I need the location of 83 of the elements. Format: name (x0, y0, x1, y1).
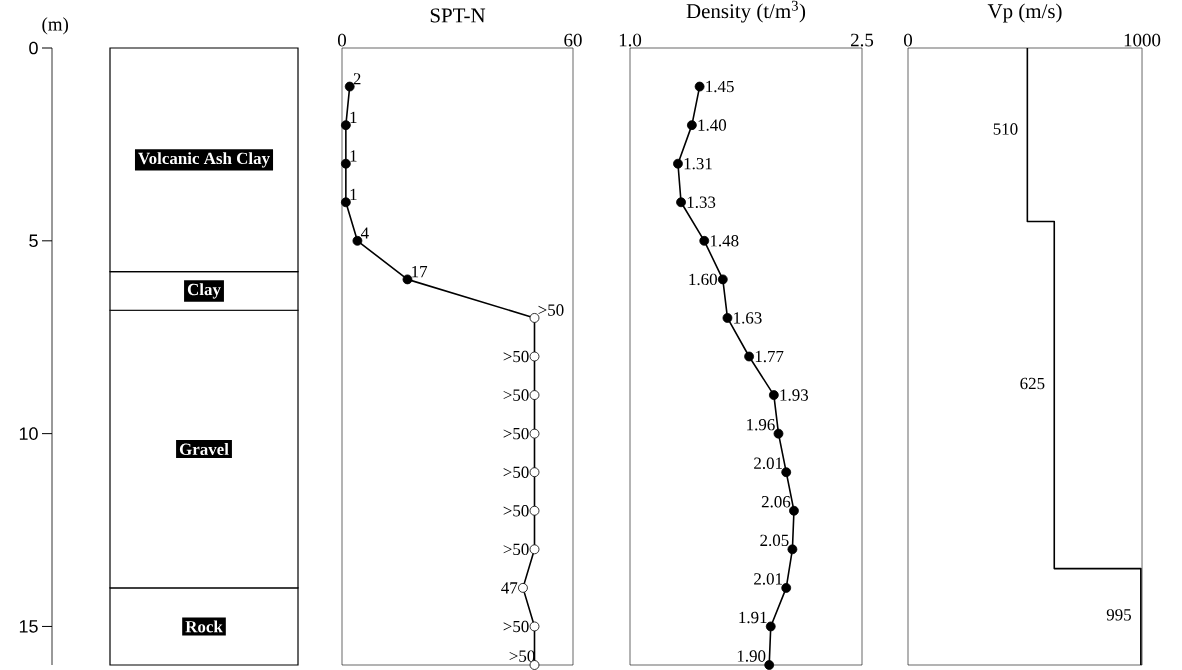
chart-title: Vp (m/s) (987, 3, 1062, 23)
annotation: 1.31 (684, 157, 712, 170)
annotation: >50 (503, 427, 529, 440)
annotation: 1.60 (689, 273, 717, 286)
point (529, 313, 540, 323)
annotation: >50 (503, 620, 529, 633)
point (529, 660, 540, 670)
annotation: 1.40 (698, 119, 727, 131)
x-tick-label: 0 (337, 33, 347, 47)
annotation: 1.77 (755, 350, 784, 363)
chart-title: SPT-N (430, 8, 486, 23)
annotation: >50 (503, 350, 529, 363)
point (717, 274, 728, 285)
chart-title: Density (t/m$^{3}$) (686, 0, 806, 23)
x-tick-label: 2.5 (851, 33, 874, 47)
y-axis-title: (m) (42, 17, 69, 35)
point (529, 351, 540, 362)
point (699, 235, 710, 246)
annotation: 1.90 (737, 650, 766, 662)
point (722, 313, 733, 323)
point (765, 621, 776, 632)
point (781, 467, 792, 478)
series-label: Volcanic Ash Clay (138, 152, 270, 168)
annotation: 4 (360, 227, 369, 239)
point (764, 660, 775, 670)
annotation: 1.45 (706, 80, 734, 93)
annotation: 1.63 (734, 312, 762, 324)
point (344, 81, 355, 92)
point (744, 351, 754, 362)
annotation: 1 (350, 111, 357, 123)
point (686, 120, 697, 131)
annotation: >50 (503, 505, 529, 517)
annotation: 995 (1106, 609, 1131, 621)
annotation: >50 (503, 466, 529, 478)
point (529, 467, 540, 478)
annotation: 1.96 (747, 418, 775, 431)
x-tick-label: 1000 (1124, 33, 1161, 47)
annotation: 1.93 (780, 389, 809, 401)
x-tick-label: 1.0 (619, 33, 642, 47)
point (694, 81, 705, 92)
y-tick-label: 15 (19, 620, 38, 633)
point (768, 390, 779, 400)
point (402, 274, 413, 285)
y-tick-label: 10 (19, 427, 38, 440)
annotation: 47 (501, 582, 518, 594)
annotation: 2.01 (754, 573, 783, 585)
annotation: >50 (503, 543, 529, 556)
point (529, 621, 540, 632)
annotation: >50 (503, 389, 529, 401)
annotation: 2.05 (760, 534, 789, 547)
annotation: 1.48 (710, 235, 739, 247)
point (529, 390, 540, 400)
annotation: >50 (538, 304, 564, 316)
point (340, 197, 351, 208)
point (789, 505, 799, 516)
annotation: 1.91 (739, 611, 767, 624)
y-tick-label: 5 (29, 234, 38, 248)
annotation: 1 (350, 150, 357, 162)
annotation: 510 (993, 123, 1018, 135)
annotation: 2.01 (754, 457, 783, 469)
point (787, 544, 798, 555)
point (781, 582, 792, 593)
annotation: 625 (1020, 377, 1045, 390)
point (340, 120, 351, 131)
point (529, 544, 540, 555)
annotation: 17 (412, 265, 428, 278)
point (773, 428, 784, 439)
point (676, 197, 686, 208)
annotation: 1 (350, 188, 357, 201)
series-label: Rock (185, 620, 223, 633)
annotation: 1.33 (687, 196, 716, 208)
point (529, 428, 540, 439)
x-tick-label: 60 (564, 33, 582, 47)
annotation: 2.06 (761, 496, 791, 508)
point (518, 582, 528, 593)
annotation: 2 (353, 73, 361, 85)
point (352, 235, 363, 246)
point (673, 158, 683, 169)
point (529, 505, 540, 516)
series-label: Clay (187, 283, 221, 299)
x-tick-label: 0 (904, 33, 913, 47)
point (340, 158, 351, 169)
series-label: Gravel (179, 443, 229, 456)
